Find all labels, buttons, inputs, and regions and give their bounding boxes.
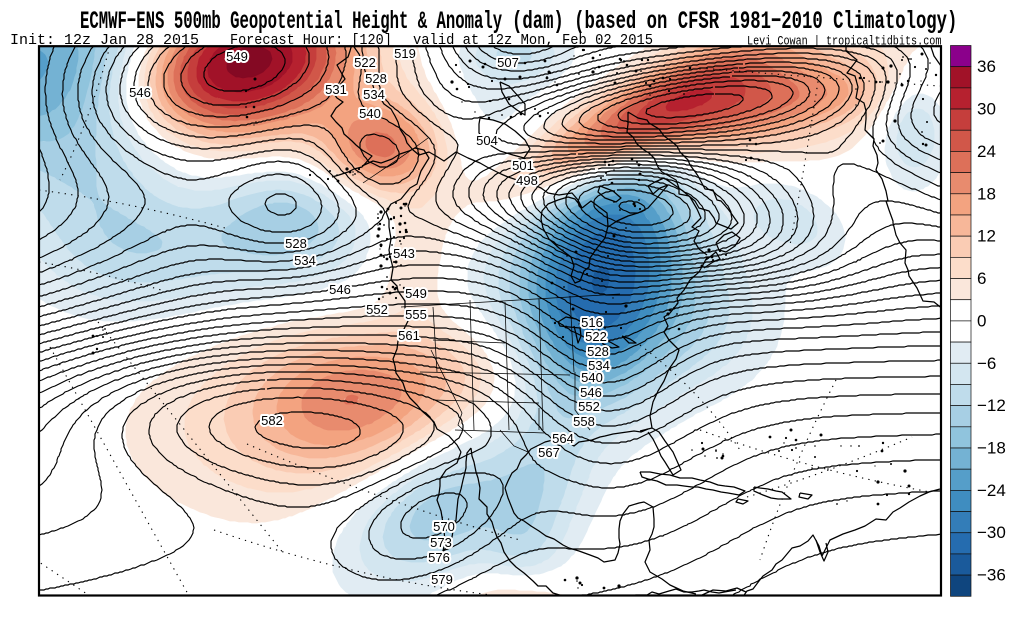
svg-text:549: 549 [405,286,427,301]
svg-text:558: 558 [573,414,595,429]
svg-text:573: 573 [430,535,452,550]
svg-text:570: 570 [433,519,455,534]
svg-text:540: 540 [581,370,603,385]
svg-text:30: 30 [977,100,996,119]
svg-text:Forecast Hour: [120]: Forecast Hour: [120] [230,32,392,49]
svg-text:522: 522 [354,55,376,70]
svg-text:579: 579 [431,572,453,587]
svg-text:36: 36 [977,57,996,76]
svg-text:576: 576 [428,550,450,565]
svg-text:567: 567 [538,445,560,460]
svg-text:501: 501 [512,158,534,173]
svg-text:Levi Cowan | tropicaltidbits.c: Levi Cowan | tropicaltidbits.com [747,35,941,49]
svg-text:534: 534 [294,253,316,268]
svg-text:534: 534 [588,358,610,373]
svg-text:552: 552 [578,399,600,414]
svg-text:522: 522 [585,329,607,344]
svg-text:ECMWF−ENS 500mb Geopotential H: ECMWF−ENS 500mb Geopotential Height & An… [80,9,503,37]
svg-text:18: 18 [977,184,996,203]
svg-text:(dam) (based on CFSR 1981−2010: (dam) (based on CFSR 1981−2010 Climatolo… [512,8,957,36]
svg-text:24: 24 [977,142,996,161]
svg-text:504: 504 [476,133,498,148]
svg-text:Init: 12z Jan 28 2015: Init: 12z Jan 28 2015 [10,32,199,49]
svg-text:546: 546 [129,85,151,100]
svg-text:6: 6 [977,269,986,288]
svg-text:valid at 12z Mon, Feb 02 2015: valid at 12z Mon, Feb 02 2015 [413,33,653,50]
svg-text:528: 528 [365,71,387,86]
svg-text:549: 549 [226,49,248,64]
svg-text:516: 516 [581,315,603,330]
svg-text:519: 519 [394,46,416,61]
svg-text:528: 528 [587,344,609,359]
svg-text:−12: −12 [977,396,1006,415]
svg-text:528: 528 [285,236,307,251]
svg-text:552: 552 [366,302,388,317]
svg-text:555: 555 [405,307,427,322]
svg-text:−36: −36 [977,566,1006,585]
svg-text:540: 540 [359,106,381,121]
svg-text:561: 561 [398,328,420,343]
svg-text:546: 546 [329,282,351,297]
svg-text:564: 564 [552,431,574,446]
svg-text:534: 534 [363,87,385,102]
svg-text:531: 531 [325,82,347,97]
svg-text:−24: −24 [977,481,1006,500]
svg-text:498: 498 [516,173,538,188]
svg-text:0: 0 [977,311,986,330]
svg-text:−30: −30 [977,523,1006,542]
svg-text:12: 12 [977,227,996,246]
svg-text:−6: −6 [977,354,996,373]
svg-text:546: 546 [580,385,602,400]
svg-text:543: 543 [393,246,415,261]
svg-text:582: 582 [261,413,283,428]
svg-text:−18: −18 [977,439,1006,458]
svg-text:507: 507 [497,55,519,70]
